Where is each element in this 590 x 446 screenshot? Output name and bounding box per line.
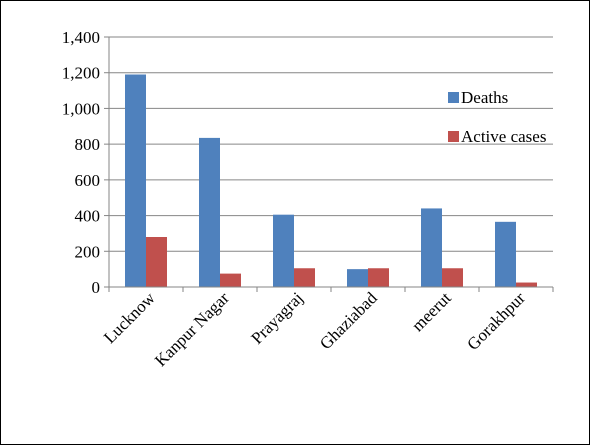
bar-active-cases xyxy=(368,268,389,287)
x-tick-label: Lucknow xyxy=(100,288,159,347)
y-tick-label: 1,200 xyxy=(62,64,100,83)
y-tick-label: 1,000 xyxy=(62,99,100,118)
bar-active-cases xyxy=(442,268,463,287)
bar-deaths xyxy=(199,137,220,287)
y-tick-label: 200 xyxy=(75,242,101,261)
bar-active-cases xyxy=(516,282,537,287)
y-tick-label: 0 xyxy=(92,278,101,297)
legend-label-deaths: Deaths xyxy=(461,88,508,107)
axes xyxy=(108,37,553,288)
legend-swatch-active-cases xyxy=(448,131,459,142)
legend: Deaths Active cases xyxy=(448,88,546,146)
bar-active-cases xyxy=(294,268,315,287)
x-tick-label: Ghaziabad xyxy=(316,288,381,353)
bar-deaths xyxy=(421,208,442,287)
bar-deaths xyxy=(347,269,368,287)
x-tick-label: Gorakhpur xyxy=(463,288,529,354)
x-tick-label: Prayagraj xyxy=(247,288,306,347)
y-tick-label: 800 xyxy=(75,135,101,154)
bar-deaths xyxy=(125,74,146,287)
legend-swatch-deaths xyxy=(448,92,459,103)
y-tick-label: 400 xyxy=(75,207,101,226)
gridlines xyxy=(109,36,553,252)
bar-active-cases xyxy=(220,273,241,287)
y-tick-label: 1,400 xyxy=(62,28,100,47)
bar-deaths xyxy=(495,221,516,287)
y-axis-ticks: 0 200 400 600 800 1,000 1,200 1,400 xyxy=(62,28,109,297)
bar-active-cases xyxy=(146,237,167,287)
legend-label-active-cases: Active cases xyxy=(461,127,546,146)
bars xyxy=(125,74,537,287)
x-tick-label: meerut xyxy=(408,288,455,335)
y-tick-label: 600 xyxy=(75,171,101,190)
x-tick-label: Kanpur Nagar xyxy=(151,288,233,370)
bar-deaths xyxy=(273,214,294,287)
